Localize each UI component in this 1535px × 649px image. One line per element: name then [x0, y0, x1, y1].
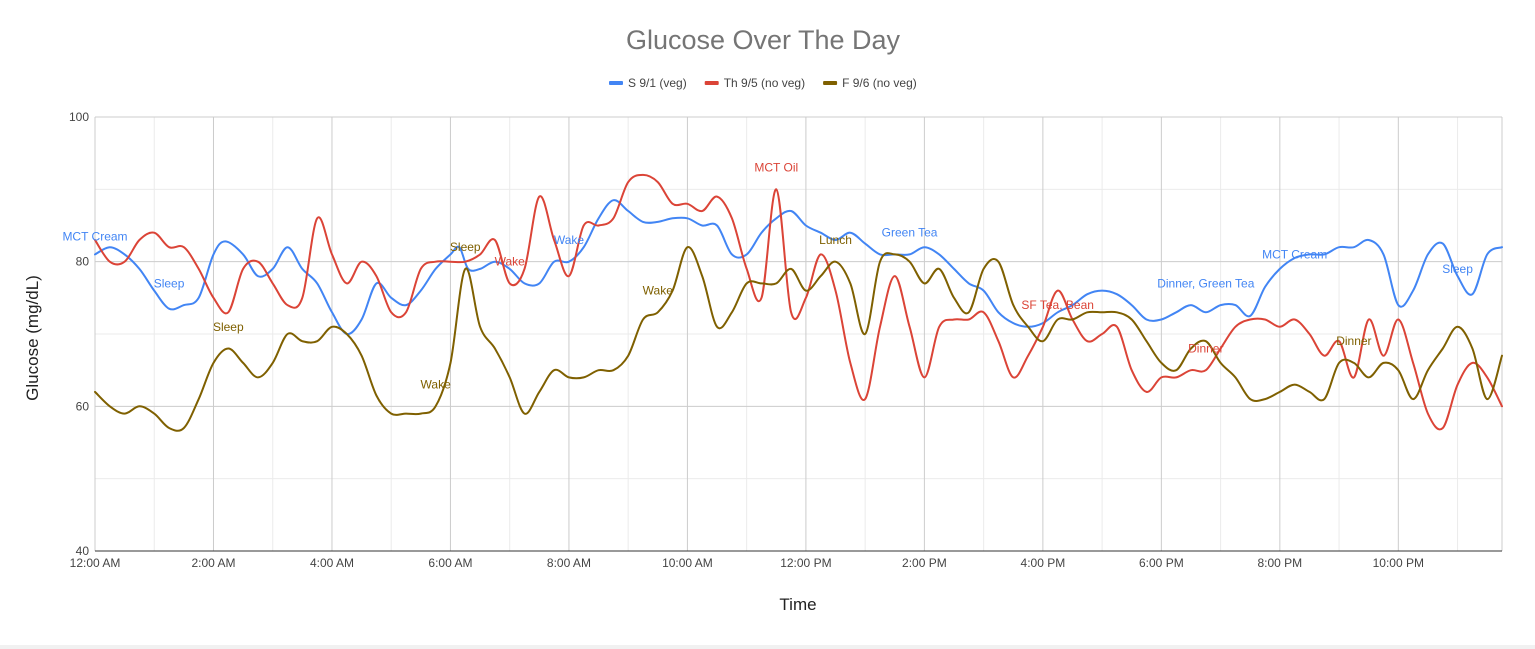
x-tick-label: 8:00 PM — [1257, 556, 1302, 570]
x-tick-label: 12:00 AM — [70, 556, 121, 570]
annotation-label: Dinner, Green Tea — [1157, 276, 1254, 290]
annotation-label: Lunch — [819, 233, 852, 247]
y-axis-ticks: 40 60 80 100 — [69, 110, 89, 558]
annotation-label: Sleep — [1442, 262, 1473, 276]
series-line-1 — [94, 173, 1503, 431]
y-tick-label: 80 — [76, 255, 90, 269]
x-tick-label: 10:00 AM — [662, 556, 713, 570]
x-tick-label: 6:00 PM — [1139, 556, 1184, 570]
x-tick-label: 10:00 PM — [1373, 556, 1424, 570]
series-line-0 — [94, 199, 1503, 336]
chart-title: Glucose Over The Day — [626, 25, 901, 55]
annotation-label: Wake — [421, 378, 452, 392]
annotation-label: Dinner — [1188, 341, 1223, 355]
y-tick-label: 40 — [76, 544, 90, 558]
legend-item-2: F 9/6 (no veg) — [823, 76, 917, 90]
y-axis-title: Glucose (mg/dL) — [23, 275, 42, 401]
annotation-label: MCT Cream — [1262, 247, 1327, 261]
legend-swatch — [704, 81, 719, 85]
annotation-label: Sleep — [154, 276, 185, 290]
annotation-label: Wake — [554, 233, 585, 247]
legend-swatch — [609, 81, 623, 85]
x-tick-label: 4:00 AM — [310, 556, 354, 570]
annotation-label: Wake — [643, 284, 674, 298]
x-tick-label: 12:00 PM — [780, 556, 831, 570]
annotation-label: Sleep — [450, 240, 481, 254]
x-tick-label: 8:00 AM — [547, 556, 591, 570]
series-line-2 — [94, 246, 1503, 432]
legend: S 9/1 (veg) Th 9/5 (no veg) F 9/6 (no veg) — [609, 76, 917, 90]
y-tick-label: 100 — [69, 110, 89, 124]
x-tick-label: 6:00 AM — [428, 556, 472, 570]
annotation-label: Sleep — [213, 320, 244, 334]
x-tick-label: 2:00 PM — [902, 556, 947, 570]
legend-item-1: Th 9/5 (no veg) — [704, 76, 805, 90]
x-axis-ticks: 12:00 AM 2:00 AM 4:00 AM 6:00 AM 8:00 AM 10:0… — [70, 556, 1424, 570]
annotation-label: Green Tea — [882, 226, 938, 240]
legend-label: F 9/6 (no veg) — [842, 76, 917, 90]
legend-label: Th 9/5 (no veg) — [724, 76, 805, 90]
legend-label: S 9/1 (veg) — [628, 76, 687, 90]
y-tick-label: 60 — [76, 399, 90, 413]
annotation-label: SF Tea, Bean — [1021, 298, 1094, 312]
bottom-scroll-strip — [0, 645, 1535, 649]
annotation-label: MCT Oil — [754, 161, 798, 175]
legend-item-0: S 9/1 (veg) — [609, 76, 687, 90]
legend-swatch — [823, 81, 838, 85]
x-axis-title: Time — [779, 595, 816, 614]
annotation-label: MCT Cream — [62, 229, 127, 243]
x-tick-label: 4:00 PM — [1021, 556, 1066, 570]
x-tick-label: 2:00 AM — [191, 556, 235, 570]
annotation-label: Dinner — [1336, 334, 1371, 348]
annotation-label: Wake — [495, 255, 526, 269]
series-layer — [94, 173, 1503, 432]
annotations: MCT Cream Sleep Wake Green Tea Dinner, Green… — [62, 161, 1473, 392]
grid — [94, 116, 1503, 552]
